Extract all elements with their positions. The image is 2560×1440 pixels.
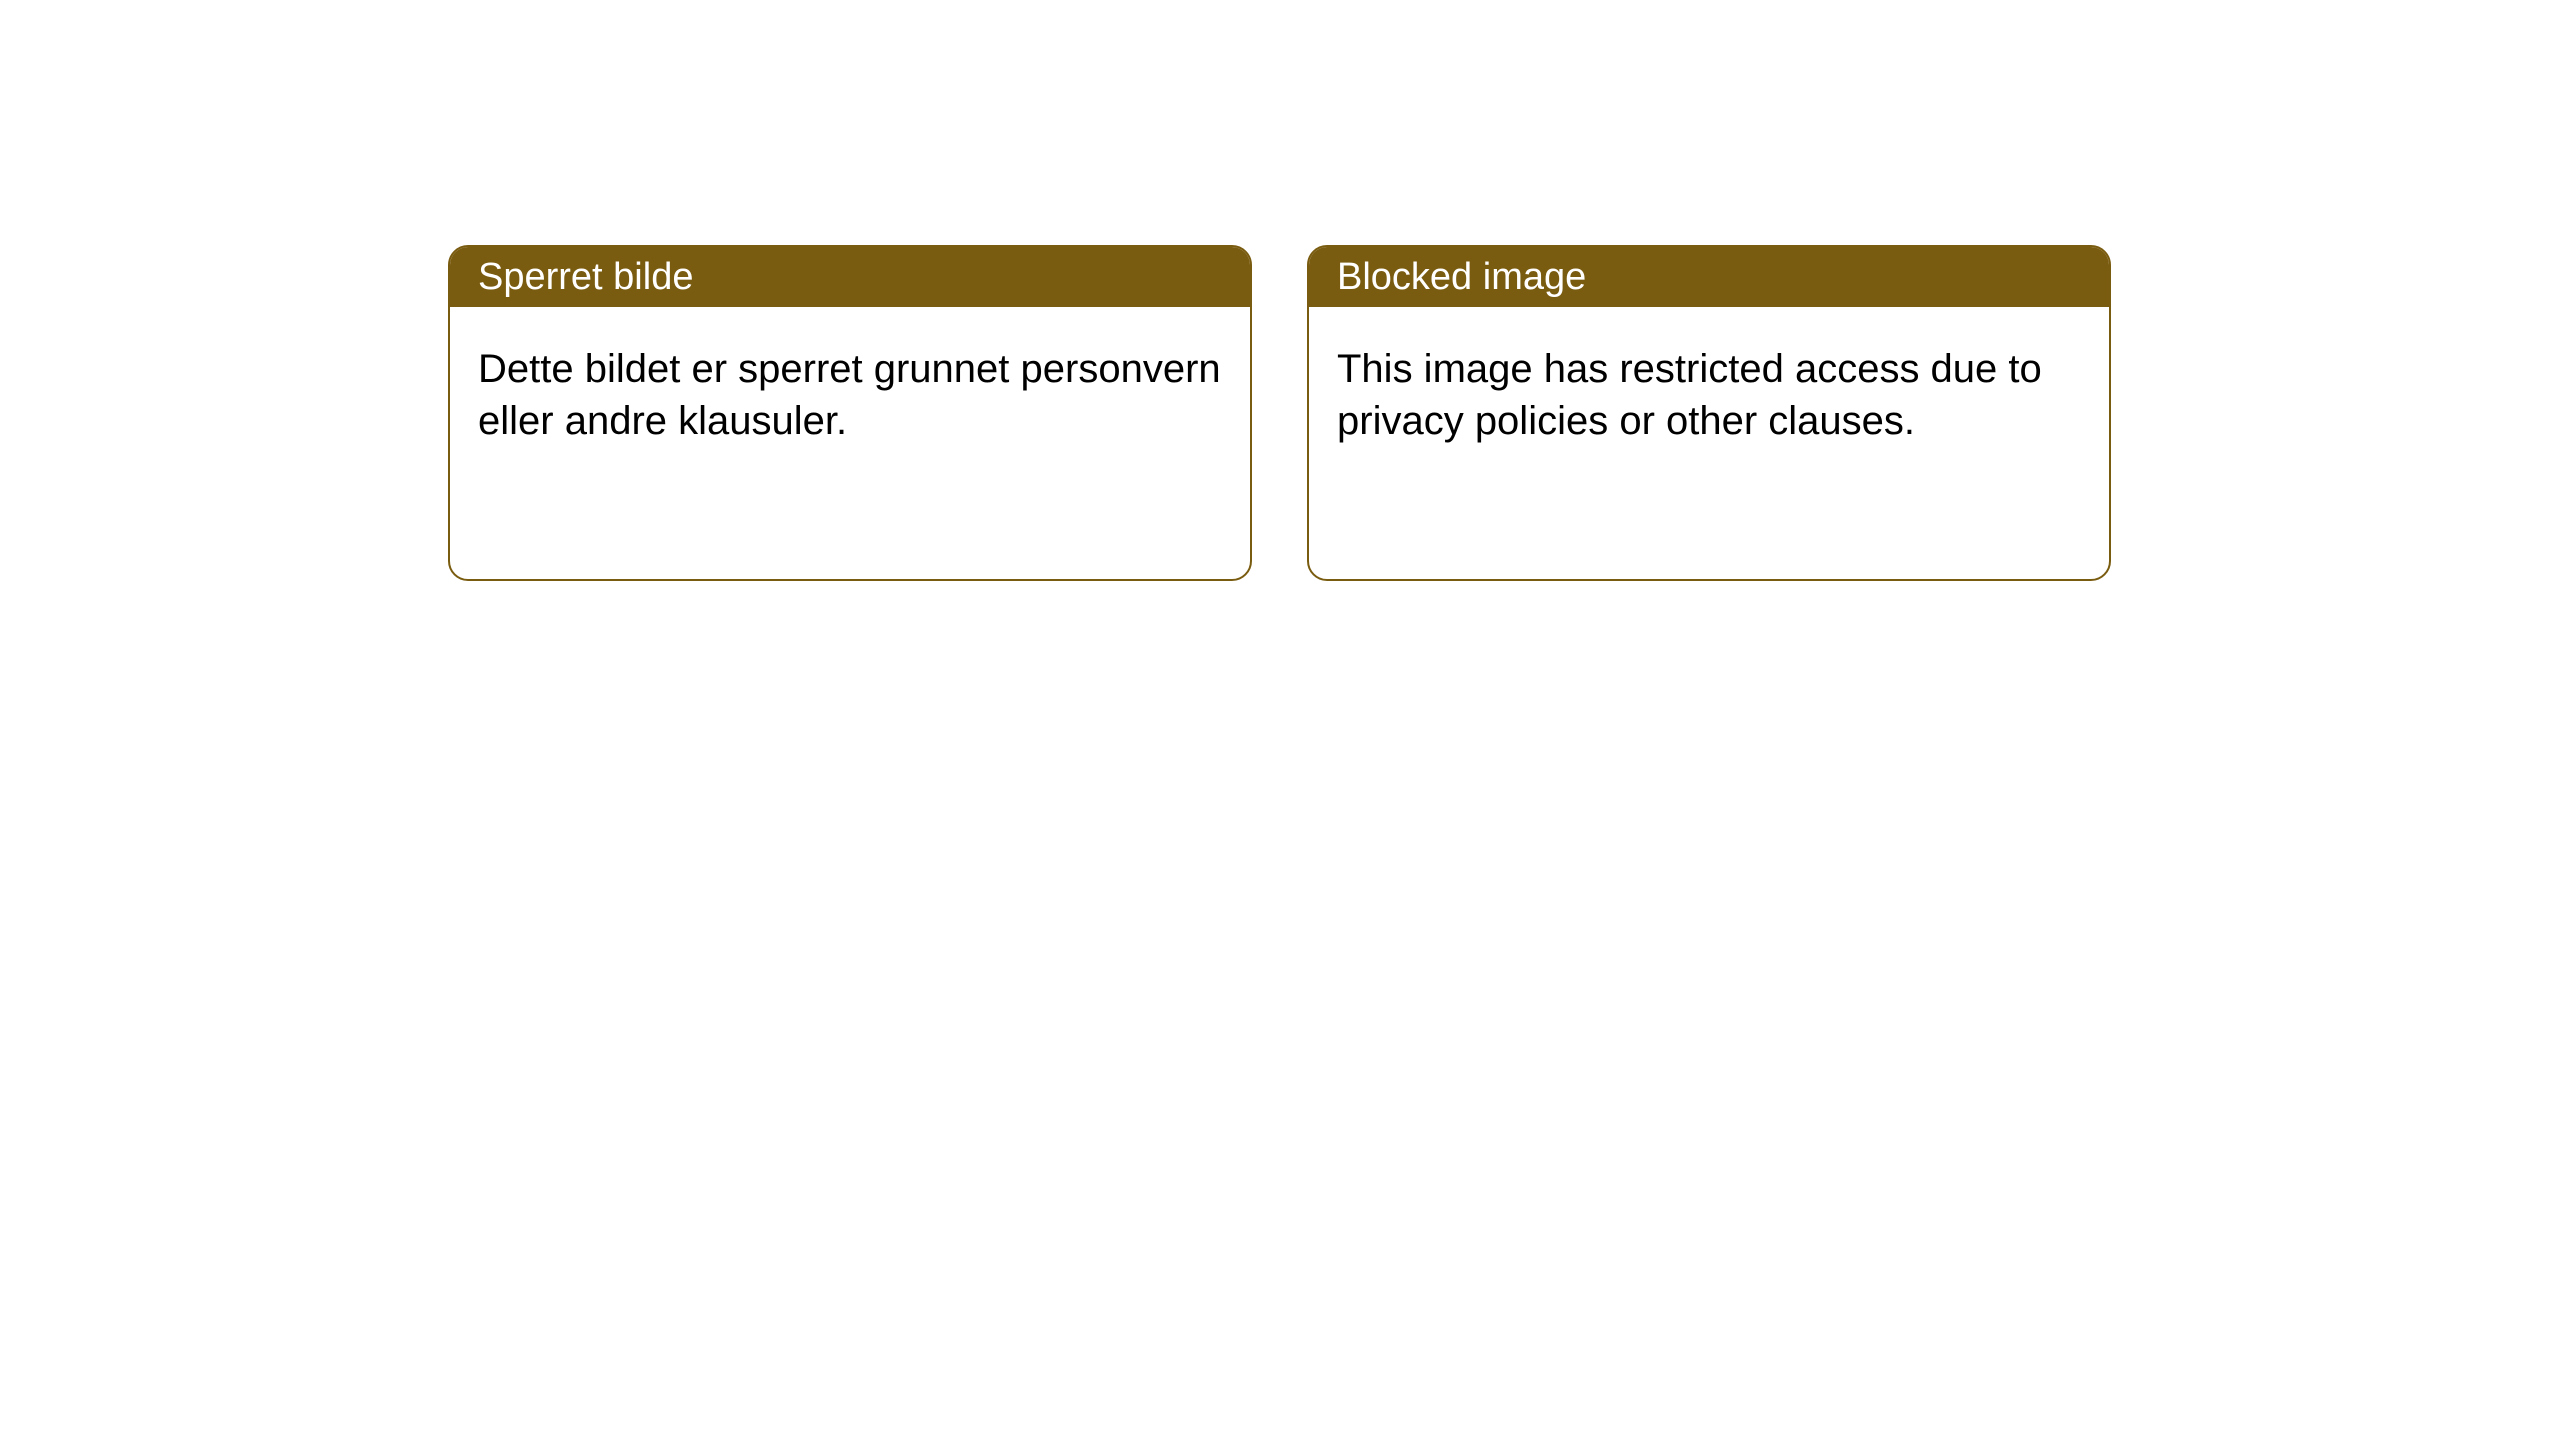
card-body: Dette bildet er sperret grunnet personve… [450, 307, 1250, 483]
card-body: This image has restricted access due to … [1309, 307, 2109, 483]
notice-container: Sperret bilde Dette bildet er sperret gr… [0, 0, 2560, 581]
notice-card-norwegian: Sperret bilde Dette bildet er sperret gr… [448, 245, 1252, 581]
card-message: This image has restricted access due to … [1337, 347, 2042, 443]
card-header: Blocked image [1309, 247, 2109, 307]
card-header: Sperret bilde [450, 247, 1250, 307]
notice-card-english: Blocked image This image has restricted … [1307, 245, 2111, 581]
card-title: Sperret bilde [478, 256, 693, 299]
card-message: Dette bildet er sperret grunnet personve… [478, 347, 1221, 443]
card-title: Blocked image [1337, 256, 1586, 299]
